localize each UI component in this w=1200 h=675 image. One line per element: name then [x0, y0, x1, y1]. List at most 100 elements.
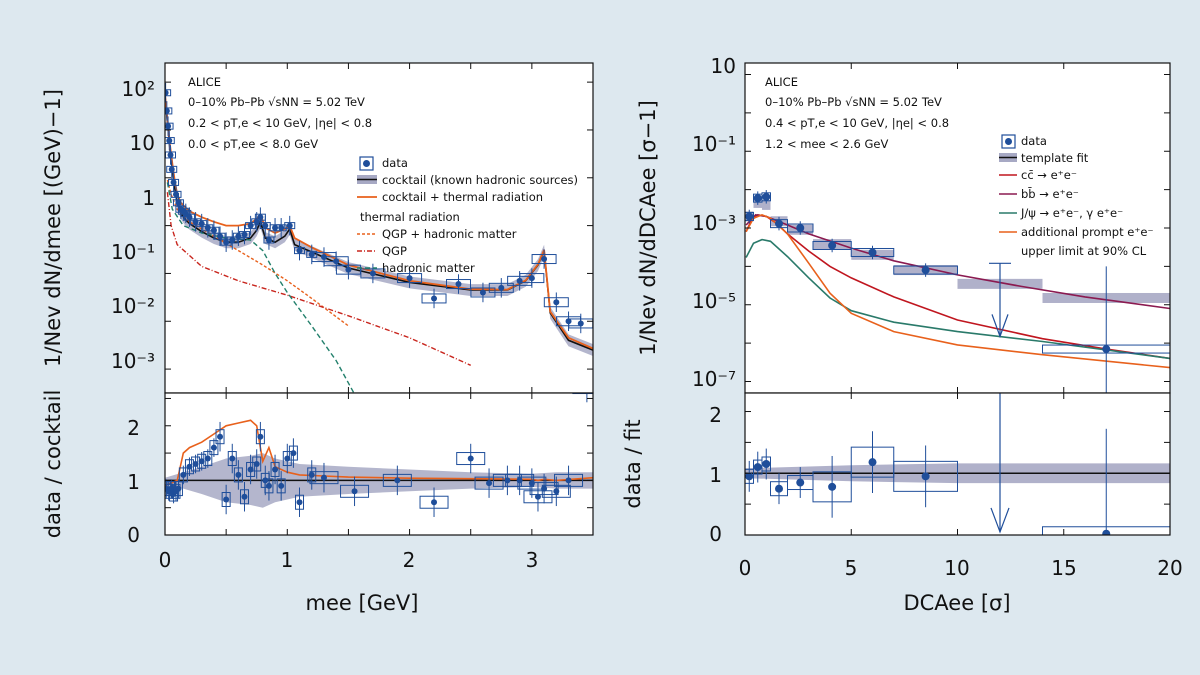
left-main-ticks — [164, 63, 594, 393]
right-data-point — [868, 248, 877, 257]
left-data-point — [223, 239, 230, 246]
right-ann-system: 0–10% Pb–Pb √sNN = 5.02 TeV — [765, 95, 942, 109]
right-ytick-1e-1: 10⁻¹ — [692, 132, 736, 156]
left-ratio-point — [320, 474, 327, 481]
right-data-point — [775, 219, 783, 228]
left-legend-had: hadronic matter — [382, 261, 475, 275]
left-ratio-point — [265, 482, 272, 489]
left-data-point — [175, 199, 182, 206]
left-data-point — [431, 295, 438, 302]
right-data-point — [745, 212, 754, 221]
left-data-point — [541, 256, 548, 263]
left-ratio-point — [467, 455, 474, 462]
right-data-point — [1102, 345, 1111, 354]
left-ratio-point — [272, 466, 279, 473]
left-ratio-ytick-2: 2 — [127, 416, 140, 440]
left-ratio-point — [223, 496, 230, 503]
right-data-point — [828, 241, 837, 250]
left-data-point — [166, 137, 173, 144]
left-xlabel: mee [GeV] — [306, 591, 419, 615]
left-main-plot: ALICE 0–10% Pb–Pb √sNN = 5.02 TeV 0.2 < … — [41, 62, 594, 394]
left-data-point — [168, 166, 175, 173]
right-ratio-ytick-0: 0 — [709, 522, 722, 546]
right-xtick-0: 0 — [739, 556, 752, 580]
left-ratio-point — [198, 458, 205, 465]
left-ann-experiment: ALICE — [188, 75, 221, 89]
right-legend: data template fit cc̄ → e⁺e⁻ bb̄ → e⁺e⁻ … — [999, 134, 1154, 258]
left-ratio-point — [296, 499, 303, 506]
right-data-point — [753, 194, 762, 203]
left-data-point — [272, 224, 279, 231]
left-legend-qgp: QGP — [382, 244, 407, 258]
left-legend-data-marker — [363, 160, 370, 167]
right-legend-jpsi: J/ψ → e⁺e⁻, γ e⁺e⁻ — [1020, 206, 1123, 220]
right-ratio-point — [868, 458, 877, 467]
left-ratio-point — [394, 477, 401, 484]
right-ratio-point — [775, 484, 783, 493]
left-data-point — [278, 224, 285, 231]
right-ann-mee-cut: 1.2 < mee < 2.6 GeV — [765, 137, 888, 151]
right-xtick-15: 15 — [1051, 556, 1076, 580]
left-data-point — [479, 289, 486, 296]
left-data-point — [498, 284, 505, 291]
left-ratio-point — [204, 455, 211, 462]
left-ytick-1: 1 — [142, 186, 155, 210]
left-ratio-ytick-1: 1 — [127, 470, 140, 494]
left-data-point — [369, 270, 376, 277]
right-ytick-1e-5: 10⁻⁵ — [692, 289, 736, 313]
left-data-point — [165, 123, 172, 130]
left-legend-qgp-had: QGP + hadronic matter — [382, 227, 517, 241]
left-ytick-1e-2: 10⁻² — [111, 294, 155, 318]
right-additional_prompt-line — [745, 214, 1170, 369]
left-legend-section-title: thermal radiation — [360, 210, 460, 224]
left-ratio-point — [290, 450, 297, 457]
right-ytick-1e1: 10 — [711, 54, 736, 78]
left-data-point — [165, 89, 169, 96]
left-data-point — [296, 247, 303, 254]
right-ratio-ylabel: data / fit — [621, 419, 645, 508]
left-data-point — [333, 258, 340, 265]
right-data-point — [762, 192, 771, 201]
left-data-point — [170, 179, 177, 186]
left-y-ticks: 10² 10 1 10⁻¹ 10⁻² 10⁻³ — [111, 77, 155, 373]
left-data-point — [192, 218, 199, 225]
left-data-point — [455, 281, 462, 288]
right-legend-template: template fit — [1021, 151, 1089, 165]
left-data-point — [553, 299, 560, 306]
left-ratio-point — [351, 488, 358, 495]
left-data-point — [198, 220, 205, 227]
left-main-frame-bg — [165, 63, 593, 393]
right-ratio-upper-limit-arrow — [990, 507, 1010, 534]
left-ratio-point — [278, 482, 285, 489]
left-ratio-point — [247, 466, 254, 473]
left-ratio-point — [565, 477, 572, 484]
left-data-point — [262, 222, 269, 229]
left-ytick-1e2: 10² — [122, 77, 155, 101]
right-data-point — [921, 266, 930, 275]
left-ratio-point — [486, 480, 493, 487]
right-ratio-point — [796, 478, 805, 487]
left-xtick-3: 3 — [526, 548, 539, 572]
left-hadronic-line — [166, 182, 355, 393]
left-xtick-1: 1 — [281, 548, 294, 572]
left-xtick-0: 0 — [159, 548, 172, 572]
left-xtick-2: 2 — [403, 548, 416, 572]
right-ratio-ticks — [744, 393, 1171, 536]
right-ylabel: 1/Nev dN/dDCAee [σ−1] — [636, 100, 660, 356]
right-legend-data-symbol — [1001, 134, 1016, 149]
right-main-frame-bg — [745, 63, 1170, 393]
left-ann-pt-cut: 0.2 < pT,e < 10 GeV, |ηe| < 0.8 — [188, 116, 372, 130]
left-legend-cocktail-thermal: cocktail + thermal radiation — [382, 190, 543, 204]
left-data-point — [406, 275, 413, 282]
left-ylabel: 1/Nev dN/dmee [(GeV)−1] — [41, 89, 65, 367]
right-xtick-5: 5 — [845, 556, 858, 580]
left-legend-data: data — [382, 156, 408, 170]
right-legend-upper-limit: upper limit at 90% CL — [1021, 244, 1147, 258]
left-ratio-point — [431, 499, 438, 506]
left-ratio-point — [253, 461, 260, 467]
left-ann-system: 0–10% Pb–Pb √sNN = 5.02 TeV — [188, 95, 365, 109]
left-ratio-ytick-0: 0 — [127, 523, 140, 547]
left-ratio-point — [235, 471, 242, 478]
left-legend-cocktail: cocktail (known hadronic sources) — [382, 173, 578, 187]
left-data-point — [217, 233, 224, 240]
